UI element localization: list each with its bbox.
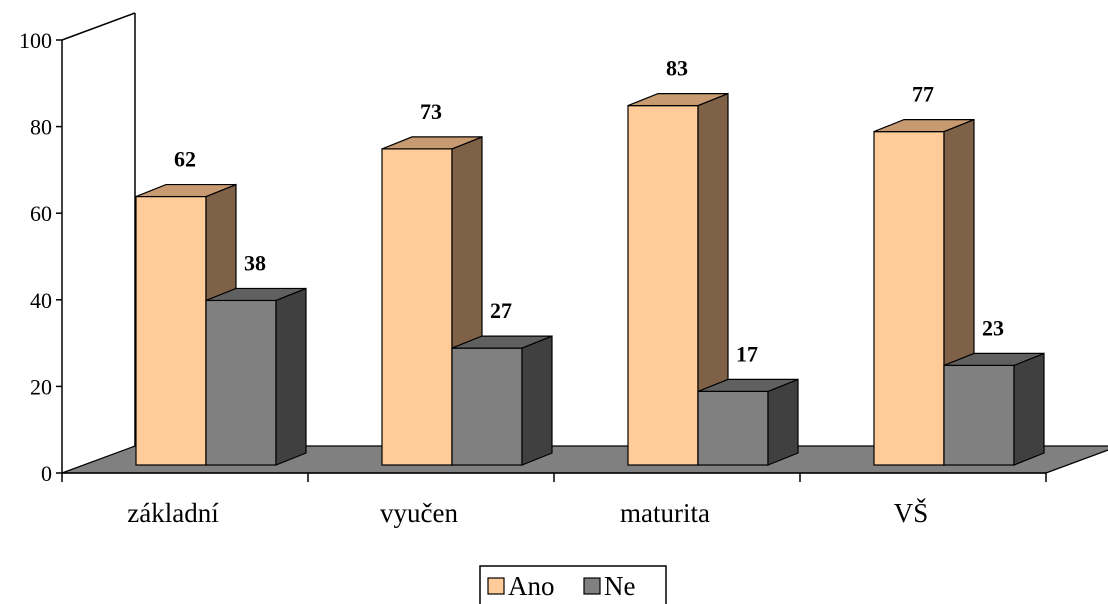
data-label: 38: [244, 250, 266, 275]
data-label: 17: [736, 341, 758, 366]
bar-side: [521, 335, 553, 466]
bar: [943, 364, 1015, 466]
bar-top: [627, 93, 729, 107]
y-tick-label: 40: [30, 288, 52, 313]
y-tick-label: 60: [30, 201, 52, 226]
bars: [135, 92, 1045, 466]
y-tick-label: 20: [30, 374, 52, 399]
data-label: 27: [490, 298, 512, 323]
y-tick-label: 100: [19, 28, 52, 53]
data-label: 23: [982, 315, 1004, 340]
bar-top: [381, 136, 483, 150]
category-label: VŠ: [894, 498, 929, 528]
legend-label: Ano: [508, 571, 555, 601]
data-label: 62: [174, 147, 196, 172]
category-label: vyučen: [380, 498, 458, 528]
category-label: maturita: [620, 498, 710, 528]
bar: [697, 390, 769, 466]
bar-top: [451, 335, 553, 349]
legend-swatch: [583, 577, 601, 595]
data-label: 77: [912, 82, 934, 107]
bar-top: [205, 287, 307, 302]
bar: [205, 299, 277, 466]
value-axis: 0 20 40 60 80 100: [19, 28, 63, 486]
legend-swatch: [487, 577, 505, 595]
data-label: 83: [666, 56, 688, 81]
y-tick-label: 80: [30, 115, 52, 140]
bar-side: [767, 378, 799, 466]
category-axis: základní vyučen maturita VŠ: [61, 472, 1047, 528]
bar: [873, 130, 945, 466]
data-label: 73: [420, 99, 442, 124]
bar: [135, 195, 207, 466]
bar: [627, 105, 699, 466]
bar-top: [943, 352, 1045, 367]
bar-top: [135, 183, 237, 198]
bar-side: [275, 287, 307, 466]
bar-top: [697, 378, 799, 392]
y-tick-label: 0: [41, 461, 52, 486]
bar-top: [873, 118, 975, 133]
bar: [381, 148, 453, 466]
back-wall-top-edge: [61, 12, 136, 41]
category-label: základní: [127, 498, 219, 528]
chart-walls: [61, 12, 136, 446]
legend-box: [479, 565, 667, 604]
data-labels: 62 38 73 27 83 17 77 23: [174, 56, 1004, 367]
legend-label: Ne: [604, 571, 635, 601]
bar: [451, 347, 523, 466]
legend: Ano Ne: [479, 565, 667, 604]
bar-side: [1013, 352, 1045, 466]
